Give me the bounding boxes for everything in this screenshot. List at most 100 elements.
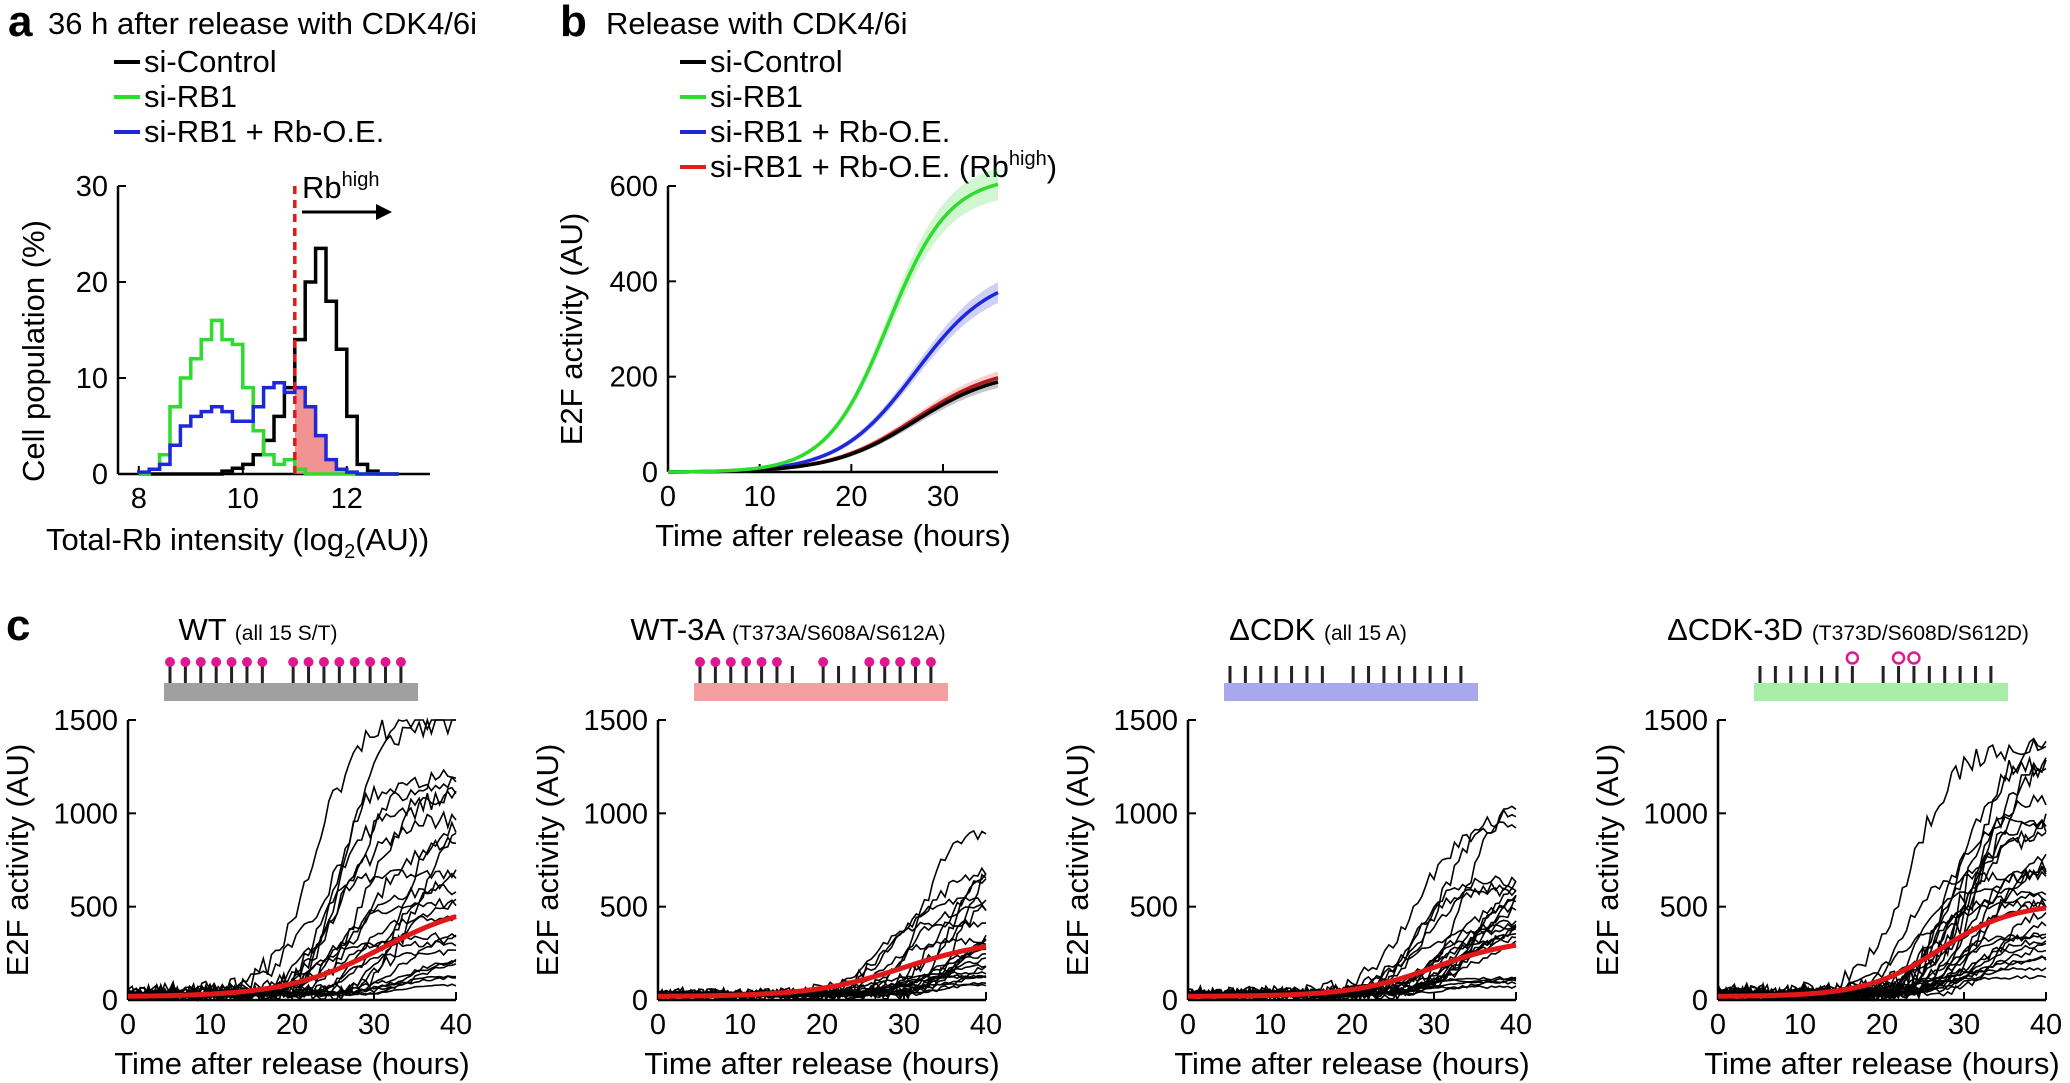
legend-b-item-2: si-RB1 + Rb-O.E. — [710, 114, 950, 149]
sub-wt-xtick-label-20: 20 — [276, 1009, 308, 1041]
sub-cdk-xtick-label-20: 20 — [1336, 1009, 1368, 1041]
domain-bar-wt-3a — [694, 683, 948, 701]
panel-b: b Release with CDK4/6i si-Controlsi-RB1s… — [554, 0, 1057, 553]
sub-wt-3a-xlabel: Time after release (hours) — [644, 1046, 999, 1081]
site-dot-wt-3a-14 — [925, 657, 936, 667]
legend-b-item-3: si-RB1 + Rb-O.E. (Rbhigh) — [710, 148, 1057, 184]
line-b-ylabel: E2F activity (AU) — [554, 213, 589, 446]
site-dot-wt-3a-10 — [864, 657, 875, 667]
sub-wt-xtick-label-30: 30 — [358, 1009, 390, 1041]
sub-cdk-xtick-label-0: 0 — [1180, 1009, 1196, 1041]
panel-a-xlabel: Total-Rb intensity (log2(AU)) — [46, 522, 429, 563]
hist-ytick-label-20: 20 — [76, 267, 108, 299]
sub-wt-xtick-label-0: 0 — [120, 1009, 136, 1041]
panel-a: a 36 h after release with CDK4/6i si-Con… — [8, 0, 477, 563]
legend-a-item-0: si-Control — [144, 44, 277, 79]
sub-cdk-3d-xtick-label-10: 10 — [1784, 1009, 1816, 1041]
single-cell-trace-cdk-9 — [1187, 808, 1517, 1002]
domain-bar-cdk-3d — [1754, 683, 2008, 701]
line-b-ytick-label-200: 200 — [610, 362, 658, 394]
hist-xtick-label-10: 10 — [227, 483, 259, 515]
sub-wt-3a-ytick-label-1000: 1000 — [583, 798, 648, 830]
site-dot-wt-2 — [195, 657, 206, 667]
site-dot-wt-3a-13 — [910, 657, 921, 667]
sub-wt-ytick-label-1500: 1500 — [53, 705, 118, 737]
sub-cdk-ytick-label-1000: 1000 — [1113, 798, 1178, 830]
hist-series-si-rb1 — [138, 318, 399, 476]
sub-cdk-3d-ytick-label-1000: 1000 — [1643, 798, 1708, 830]
sub-cdk-xtick-label-30: 30 — [1418, 1009, 1450, 1041]
subplot-title-wt-3a: WT-3A (T373A/S608A/S612A) — [630, 612, 945, 647]
site-dot-wt-13 — [380, 657, 391, 667]
site-dot-wt-3a-0 — [695, 657, 705, 667]
site-dot-wt-3a-5 — [771, 657, 782, 667]
sub-wt-3a-ytick-label-1500: 1500 — [583, 705, 648, 737]
hist-series-si-control — [138, 246, 399, 476]
sub-cdk-3d-xlabel: Time after release (hours) — [1704, 1046, 2059, 1081]
single-cell-trace-wt-10 — [128, 768, 457, 1001]
sub-wt-xtick-label-40: 40 — [440, 1009, 472, 1041]
domain-bar-wt — [164, 683, 418, 701]
panel-a-title: 36 h after release with CDK4/6i — [48, 6, 477, 41]
sub-cdk-xtick-label-10: 10 — [1254, 1009, 1286, 1041]
sub-wt-3a-ytick-label-0: 0 — [632, 985, 648, 1017]
site-open-cdk-3d-6 — [1845, 651, 1860, 665]
panel-a-ylabel: Cell population (%) — [16, 220, 51, 482]
site-dot-wt-3a-11 — [879, 657, 890, 667]
sub-cdk-ytick-label-500: 500 — [1130, 892, 1178, 924]
hist-ytick-label-30: 30 — [76, 171, 108, 203]
site-dot-wt-10 — [334, 657, 345, 667]
domain-bar-cdk — [1224, 683, 1478, 701]
sub-cdk-3d-xtick-label-30: 30 — [1948, 1009, 1980, 1041]
single-cell-trace-cdk-8 — [1187, 821, 1517, 1002]
panel-c-label: c — [6, 601, 30, 650]
panel-c-subplots: WT (all 15 S/T)0 10 20 30 40050010001500Time… — [0, 612, 2062, 1081]
line-b-series-si-rb1 — [667, 182, 999, 474]
single-cell-trace-wt-3a-23 — [657, 942, 987, 999]
sub-cdk-xtick-label-40: 40 — [1500, 1009, 1532, 1041]
site-dot-wt-1 — [180, 657, 191, 667]
sub-wt-ytick-label-500: 500 — [70, 892, 118, 924]
sub-cdk-3d-ytick-label-1500: 1500 — [1643, 705, 1708, 737]
line-b-series-si-rb1-rb-o-e — [667, 290, 999, 474]
sub-wt-3a-xtick-label-30: 30 — [888, 1009, 920, 1041]
histogram-chart: 8 10 12 0 10 20 30 — [76, 171, 430, 515]
hist-xtick-label-12: 12 — [331, 483, 363, 515]
sub-wt-xlabel: Time after release (hours) — [114, 1046, 469, 1081]
site-dot-wt-3a-2 — [725, 657, 736, 667]
subplot-title-cdk-3d: ΔCDK-3D (T373D/S608D/S612D) — [1667, 612, 2029, 647]
line-b-ytick-label-600: 600 — [610, 171, 658, 203]
subplot-cdk: ΔCDK (all 15 A) 0 10 20 30 40 0 500 1000 1500 Time… — [1060, 612, 1532, 1081]
single-cell-trace-cdk-3d-28 — [1717, 737, 2047, 1001]
mean-trace-cdk — [1187, 942, 1517, 999]
sub-cdk-ylabel: E2F activity (AU) — [1060, 744, 1095, 977]
sub-wt-3a-xtick-label-0: 0 — [650, 1009, 666, 1041]
sub-cdk-3d-xtick-label-0: 0 — [1710, 1009, 1726, 1041]
single-cell-trace-cdk-3d-29 — [1718, 819, 2047, 1001]
sub-cdk-ytick-label-1500: 1500 — [1113, 705, 1178, 737]
subplot-cdk-3d: ΔCDK-3D (T373D/S608D/S612D) 0 10 20 30 40 0 500… — [1590, 612, 2062, 1081]
site-dot-wt-4 — [226, 657, 237, 667]
mean-trace-wt — [127, 914, 457, 999]
line-b-ytick-label-400: 400 — [610, 266, 658, 298]
mean-trace-cdk-3d — [1717, 905, 2047, 999]
hist-ytick-label-0: 0 — [92, 459, 108, 491]
site-open-cdk-3d-8 — [1891, 651, 1906, 665]
panel-c: c WT (all 15 S/T)0 10 20 30 40050010001500Ti… — [0, 601, 2062, 1081]
line-b-xtick-label-0: 0 — [660, 481, 676, 513]
site-dot-wt-8 — [303, 657, 314, 667]
sub-wt-3a-xtick-label-10: 10 — [724, 1009, 756, 1041]
panel-b-label: b — [560, 0, 587, 46]
panel-a-label: a — [8, 0, 33, 46]
line-b-xtick-label-30: 30 — [927, 481, 959, 513]
hist-series-si-rb1-rb-o-e — [137, 381, 399, 476]
site-dot-wt-3a-1 — [710, 657, 721, 667]
line-b-xtick-label-20: 20 — [835, 481, 867, 513]
line-b-ytick-label-0: 0 — [642, 457, 658, 489]
line-b-band-si-rb1-rb-o-e — [668, 282, 998, 474]
hist-xtick-label-8: 8 — [131, 483, 147, 515]
single-cell-trace-wt-3a-16 — [657, 878, 987, 1002]
site-dot-wt-6 — [257, 657, 268, 667]
